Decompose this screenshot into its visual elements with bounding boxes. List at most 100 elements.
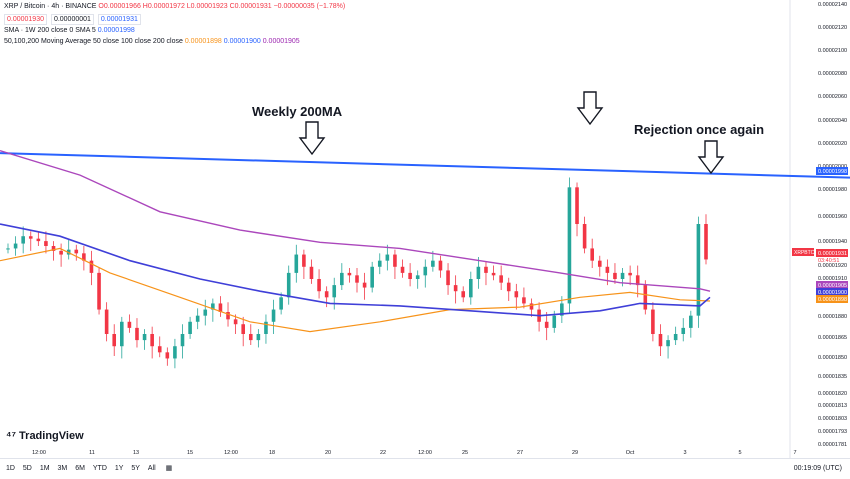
candles xyxy=(6,177,708,369)
y-tick-label: 0.00001920 xyxy=(818,263,847,269)
y-tick-label: 0.00001910 xyxy=(818,276,847,282)
candle-body xyxy=(499,275,503,283)
arrow-down-icon xyxy=(298,121,326,156)
x-tick-label: 5 xyxy=(738,450,741,456)
y-tick-label: 0.00002080 xyxy=(818,71,847,77)
y-tick-label: 0.00001820 xyxy=(818,391,847,397)
series-line xyxy=(0,152,850,179)
range-ytd[interactable]: YTD xyxy=(92,465,107,472)
moving-averages xyxy=(0,150,850,333)
spread-value: 0.00000001 xyxy=(50,14,94,25)
candle-body xyxy=(150,334,154,347)
ma100-value: 0.00001900 xyxy=(223,38,261,45)
candle-body xyxy=(469,279,473,298)
symbol-title[interactable]: XRP / Bitcoin · 4h · BINANCE xyxy=(4,3,97,10)
price-axis[interactable]: 0.00002140 0.00002120 0.00002100 0.00002080… xyxy=(818,2,847,448)
range-5d[interactable]: 5D xyxy=(22,465,32,472)
x-tick-label: 13 xyxy=(133,450,139,456)
x-tick-label: 22 xyxy=(380,450,386,456)
range-all[interactable]: All xyxy=(147,465,156,472)
candle-body xyxy=(476,266,481,279)
range-1m[interactable]: 1M xyxy=(39,465,50,472)
candle-body xyxy=(74,249,79,254)
candle-body xyxy=(446,270,450,286)
bid-price[interactable]: 0.00001930 xyxy=(4,14,47,25)
sma-legend[interactable]: SMA · 1W 200 close 0 SMA 5 0.00001998 xyxy=(4,27,135,34)
candle-body xyxy=(491,272,496,276)
price-tag-label: 0.00001998 xyxy=(818,169,847,175)
clock-readout[interactable]: 00:19:09 (UTC) xyxy=(793,465,842,472)
x-tick-label: 12:00 xyxy=(418,450,432,456)
candle-body xyxy=(97,272,101,310)
candle-body xyxy=(89,260,94,273)
candle-body xyxy=(248,334,253,341)
candle-body xyxy=(36,238,41,242)
candle-body xyxy=(415,275,420,279)
x-tick-label: 25 xyxy=(462,450,468,456)
price-tag-label: 0.00001898 xyxy=(818,297,847,303)
candle-body xyxy=(104,309,109,334)
x-tick-label: Oct xyxy=(626,450,635,456)
y-tick-label: 0.00001940 xyxy=(818,239,847,245)
candle-body xyxy=(44,241,48,246)
price-labels: 0.00001998 0.00001931 0.000019050.00001900… xyxy=(792,167,848,303)
candle-body xyxy=(689,315,693,328)
candle-body xyxy=(347,272,352,276)
candle-body xyxy=(582,224,587,249)
candle-body xyxy=(613,272,617,279)
candle-body xyxy=(127,321,132,328)
range-1d[interactable]: 1D xyxy=(6,465,15,472)
candle-body xyxy=(340,272,344,286)
candle-body xyxy=(112,334,117,347)
y-tick-label: 0.00002020 xyxy=(818,141,847,147)
candle-body xyxy=(233,319,238,325)
y-tick-label: 0.00001880 xyxy=(818,314,847,320)
time-axis[interactable]: 12:00 11 13 15 12:00 18 20 22 12:00 25 27 29 Oct 3 5 7 xyxy=(32,450,796,456)
candle-body xyxy=(393,254,397,267)
ask-price[interactable]: 0.00001931 xyxy=(97,14,141,25)
candle-body xyxy=(332,285,337,298)
sma-value: 0.00001998 xyxy=(97,27,135,34)
candle-body xyxy=(6,248,10,250)
arrow-down-icon xyxy=(576,91,604,126)
tradingview-logo[interactable]: ⁴⁷ TradingView xyxy=(6,430,84,442)
series-line xyxy=(0,247,711,333)
candle-body xyxy=(59,250,63,255)
candle-body xyxy=(188,321,192,334)
candle-body xyxy=(241,324,245,334)
range-5y[interactable]: 5Y xyxy=(131,465,140,472)
candle-body xyxy=(552,315,557,328)
candle-body xyxy=(438,260,443,271)
candle-body xyxy=(362,282,367,288)
y-tick-label: 0.00001850 xyxy=(818,355,847,361)
candle-body xyxy=(514,291,519,298)
x-tick-label: 12:00 xyxy=(224,450,238,456)
candle-body xyxy=(400,266,405,273)
candle-body xyxy=(377,260,382,267)
y-tick-label: 0.00002120 xyxy=(818,25,847,31)
candle-body xyxy=(590,248,594,261)
candle-body xyxy=(120,321,124,347)
candle-body xyxy=(226,312,230,320)
y-tick-label: 0.00001960 xyxy=(818,214,847,220)
candle-body xyxy=(628,272,632,276)
bid-ask-row: 0.00001930 0.00000001 0.00001931 xyxy=(4,14,143,25)
candle-body xyxy=(264,321,268,334)
range-6m[interactable]: 6M xyxy=(75,465,85,472)
x-tick-label: 11 xyxy=(89,450,95,456)
annotation-weekly-200ma: Weekly 200MA xyxy=(252,104,343,119)
price-tag xyxy=(816,249,848,257)
candle-body xyxy=(567,187,572,304)
candle-body xyxy=(681,327,686,334)
calendar-icon[interactable]: ▦ xyxy=(165,465,173,472)
range-3m[interactable]: 3M xyxy=(57,465,68,472)
price-tag xyxy=(816,167,848,175)
ma50-value: 0.00001898 xyxy=(184,38,222,45)
y-tick-label: 0.00002100 xyxy=(818,48,847,54)
x-tick-label: 15 xyxy=(187,450,193,456)
x-tick-label: 27 xyxy=(517,450,523,456)
ma-legend[interactable]: 50,100,200 Moving Average 50 close 100 c… xyxy=(4,38,300,45)
candle-body xyxy=(302,254,306,267)
range-1y[interactable]: 1Y xyxy=(114,465,124,472)
